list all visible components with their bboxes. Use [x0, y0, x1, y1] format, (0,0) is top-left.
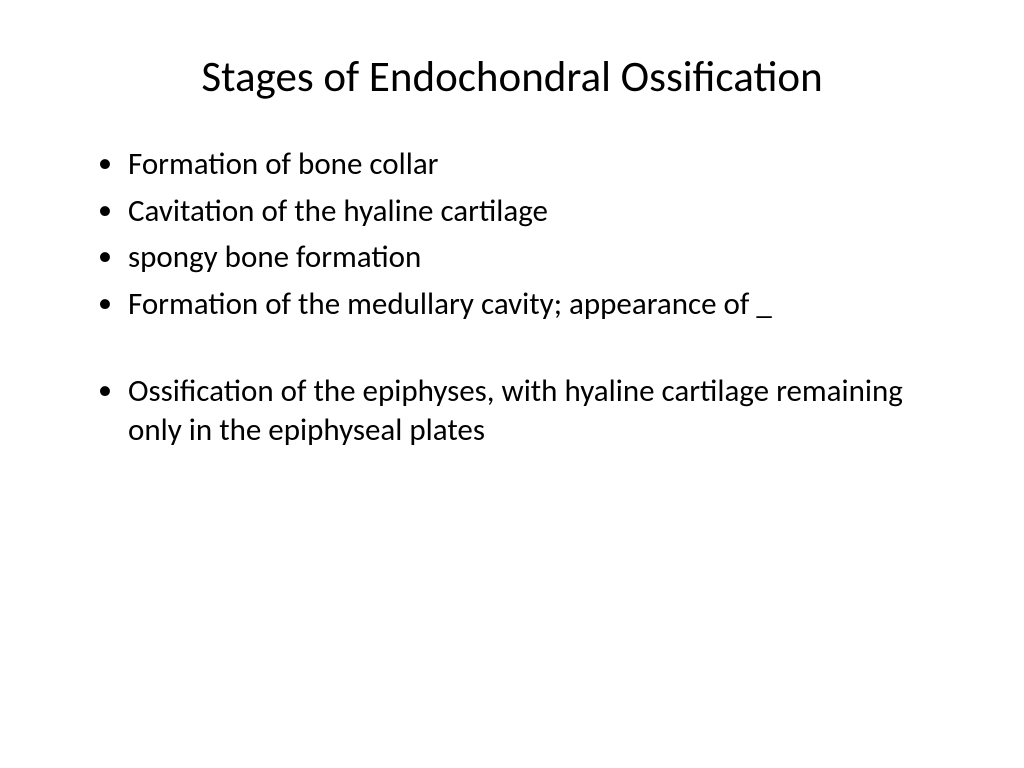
bullet-list: Formation of bone collar Cavitation of t…: [90, 145, 934, 451]
spacer: [90, 332, 934, 372]
list-item: spongy bone formation: [90, 238, 934, 278]
slide-title: Stages of Endochondral Ossification: [90, 50, 934, 103]
slide-container: Stages of Endochondral Ossification Form…: [0, 0, 1024, 768]
list-item: Cavitation of the hyaline cartilage: [90, 192, 934, 232]
list-item: Formation of the medullary cavity; appea…: [90, 285, 934, 325]
list-item: Ossification of the epiphyses, with hyal…: [90, 372, 934, 451]
list-item: Formation of bone collar: [90, 145, 934, 185]
